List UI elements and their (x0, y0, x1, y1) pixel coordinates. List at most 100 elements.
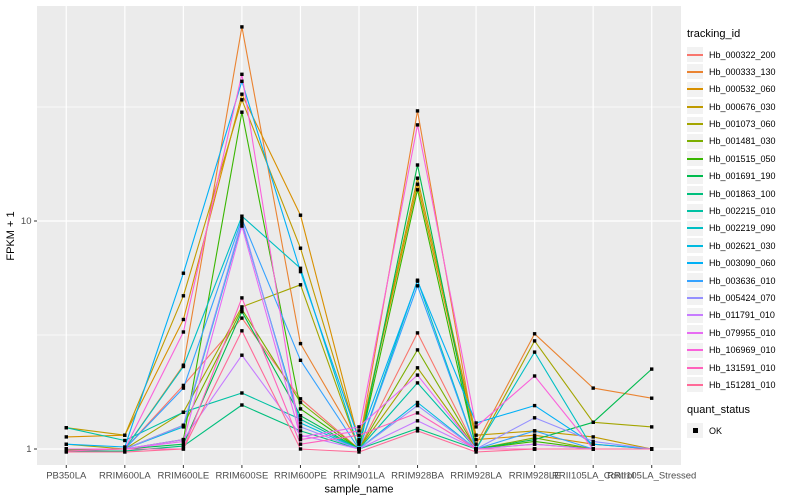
data-point (181, 317, 186, 322)
data-points (64, 25, 654, 454)
legend-entry-label: Hb_002621_030 (709, 240, 776, 251)
legend-entry: Hb_002219_090 (687, 220, 799, 236)
legend-entry: Hb_000333_130 (687, 64, 799, 80)
legend-key-swatch (687, 64, 703, 80)
data-point (240, 98, 244, 102)
data-point (181, 442, 186, 446)
data-point (240, 329, 244, 333)
data-point (240, 403, 244, 407)
legend-key-swatch (687, 238, 703, 254)
legend-entry-label: Hb_001481_030 (709, 136, 776, 147)
legend-entry-label: Hb_001515_050 (709, 153, 776, 164)
x-tick-label: RRIM928BA (391, 471, 444, 482)
data-point (64, 447, 68, 451)
legend-title-quant-status: quant_status (687, 404, 750, 417)
data-point (181, 447, 186, 451)
legend-entry: Hb_002215_010 (687, 203, 799, 219)
x-tick-label: RRIM928LE (509, 471, 561, 482)
data-point (298, 213, 303, 217)
data-point (64, 435, 68, 439)
data-point (298, 429, 303, 433)
legend-entry: Hb_003090_060 (687, 255, 799, 271)
data-point (240, 72, 244, 76)
legend-entry-label: Hb_011791_010 (709, 310, 775, 321)
x-tick-label: RRII105LA_Stressed (607, 471, 696, 482)
data-point (591, 447, 595, 451)
data-point (181, 364, 186, 369)
data-point (474, 447, 478, 451)
data-point (298, 442, 303, 446)
legend-entry-label: Hb_003636_010 (709, 275, 776, 286)
legend-key-line-icon (687, 262, 703, 265)
x-tick-label: RRII105LA_Control (552, 471, 634, 482)
legend-key-swatch (687, 186, 703, 202)
data-point (474, 425, 478, 429)
data-point (532, 374, 537, 378)
data-point (298, 417, 303, 421)
legend-key-line-icon (687, 192, 703, 195)
data-point (181, 410, 186, 414)
legend-entry: Hb_005424_070 (687, 290, 799, 306)
data-point (650, 425, 654, 429)
data-point (415, 182, 420, 186)
data-point (591, 442, 595, 446)
black-square-point-icon (692, 428, 698, 434)
data-point (415, 381, 420, 385)
quant-status-legend: quant_status OK (687, 404, 799, 439)
legend-entry-label: Hb_002215_010 (709, 206, 776, 217)
data-point (474, 442, 478, 446)
data-point (650, 447, 654, 451)
legend-entry: Hb_011791_010 (687, 307, 799, 323)
y-tick-label: 10 (21, 216, 32, 227)
legend-entry: Hb_000322_200 (687, 47, 799, 62)
legend-key-line-icon (687, 175, 703, 178)
data-point (181, 271, 186, 275)
legend-entry-label: Hb_000333_130 (709, 66, 776, 77)
data-point (532, 447, 537, 451)
legend-entry: Hb_002621_030 (687, 238, 799, 254)
data-point (298, 435, 303, 439)
data-point (298, 358, 303, 362)
data-point (532, 403, 537, 408)
data-point (298, 283, 303, 287)
data-point (415, 429, 420, 433)
legend-entry: Hb_131591_010 (687, 360, 799, 376)
data-point (591, 435, 595, 439)
legend-entry-label: Hb_079955_010 (709, 327, 776, 338)
data-point (532, 436, 537, 440)
data-point (532, 442, 537, 446)
legend-key-line-icon (687, 296, 703, 299)
data-point (181, 437, 186, 442)
legend-entry-label: Hb_000322_200 (709, 49, 776, 60)
quant-status-entries: OK (687, 423, 799, 439)
data-point (123, 438, 127, 443)
legend-key-swatch (687, 290, 703, 306)
legend-entry-label: Hb_005424_070 (709, 292, 776, 303)
legend-key-line-icon (687, 70, 703, 73)
data-point (298, 400, 303, 405)
data-point (298, 407, 303, 411)
x-tick-label: RRIM600LE (157, 471, 209, 482)
data-point (181, 386, 186, 390)
data-point (123, 445, 127, 449)
legend-entry: Hb_001691_190 (687, 168, 799, 184)
legend-entry-label: Hb_151281_010 (709, 379, 776, 390)
quant-status-entry: OK (687, 423, 799, 439)
data-point (474, 421, 478, 425)
legend-entries: Hb_000322_200 Hb_000333_130 Hb_000532_060 H… (687, 47, 799, 393)
data-point (181, 439, 186, 444)
x-axis-title: sample_name (324, 484, 393, 496)
legend-key-swatch (687, 151, 703, 167)
data-point (123, 450, 127, 454)
data-point (415, 373, 420, 377)
legend-entry-label: Hb_000532_060 (709, 84, 776, 95)
data-point (532, 416, 537, 420)
y-tick-label: 1 (26, 444, 31, 455)
data-point (64, 442, 68, 446)
data-point (240, 307, 244, 311)
legend-entry: Hb_001863_100 (687, 186, 799, 202)
data-point (240, 305, 244, 309)
data-point (357, 433, 361, 437)
data-point (415, 188, 420, 192)
data-point (532, 437, 537, 442)
